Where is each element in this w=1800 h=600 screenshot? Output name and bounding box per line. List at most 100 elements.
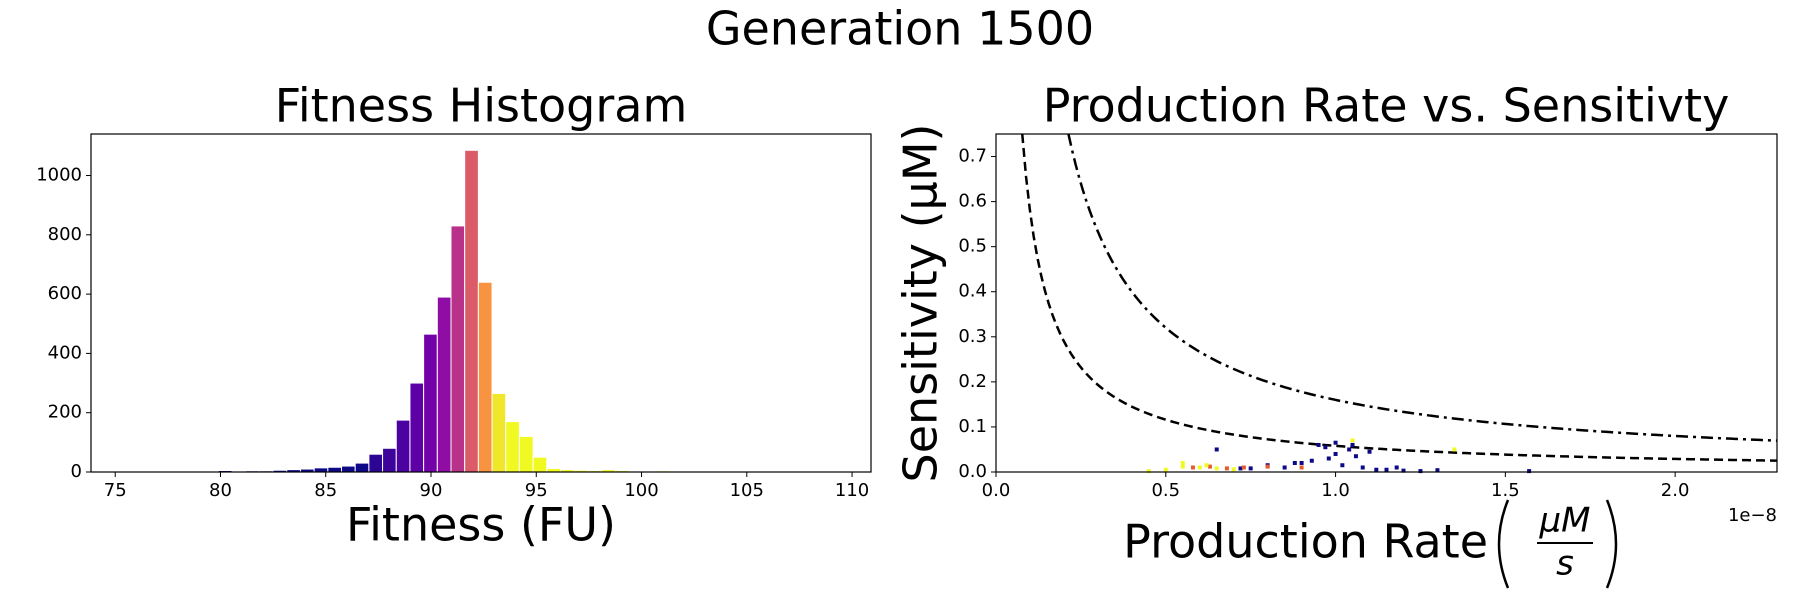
point: [1214, 447, 1219, 452]
point: [1180, 464, 1185, 469]
axes-frame: [995, 133, 1778, 473]
point: [1238, 466, 1243, 471]
point: [1347, 447, 1352, 452]
point: [1401, 468, 1406, 473]
reference-curve: [1067, 134, 1777, 442]
x-tick-label: 90: [420, 480, 443, 501]
bar: [368, 453, 384, 473]
x-axis-label: Fitness (FU): [346, 498, 616, 552]
point: [1146, 469, 1151, 474]
y-tick-label: 0.4: [958, 281, 987, 302]
x-axis-label-denominator: s: [1556, 544, 1574, 584]
x-tick-label: 110: [835, 480, 869, 501]
y-tick-label: 400: [48, 342, 82, 363]
x-tick-label: 80: [209, 480, 232, 501]
point: [1353, 454, 1358, 459]
point: [1231, 467, 1236, 472]
point: [1180, 460, 1185, 465]
point: [1384, 467, 1389, 472]
point: [1241, 465, 1246, 470]
point: [1163, 467, 1168, 472]
bar: [477, 281, 493, 473]
y-axis-label: Sensitivity (μM): [894, 124, 948, 483]
x-tick-label: 0.5: [1151, 480, 1180, 501]
bar: [382, 447, 397, 473]
y-tick-label: 800: [48, 224, 82, 245]
point: [1224, 466, 1229, 471]
x-tick-label: 75: [104, 480, 127, 501]
point: [1333, 440, 1338, 445]
bar: [313, 467, 329, 473]
bar: [532, 456, 548, 473]
point: [1292, 460, 1297, 465]
suptitle: Generation 1500: [706, 2, 1094, 56]
y-tick-label: 0: [71, 461, 82, 482]
x-tick-label: 0.0: [982, 480, 1011, 501]
point: [1435, 468, 1440, 473]
x-tick-label: 100: [624, 480, 658, 501]
point: [1204, 463, 1209, 468]
point: [1299, 465, 1304, 470]
x-tick-label: 105: [730, 480, 764, 501]
reference-curve: [1021, 134, 1777, 462]
y-tick-label: 0.0: [958, 461, 987, 482]
bar: [464, 149, 479, 473]
y-tick-label: 1000: [36, 165, 82, 186]
point: [1323, 445, 1328, 450]
point: [1527, 469, 1532, 474]
y-tick-label: 200: [48, 402, 82, 423]
y-tick-label: 0.2: [958, 371, 987, 392]
chart-title: Production Rate vs. Sensitivty: [1043, 79, 1730, 133]
point: [1340, 463, 1345, 468]
point: [1333, 451, 1338, 456]
x-tick-label: 85: [314, 480, 337, 501]
y-tick-label: 600: [48, 283, 82, 304]
point: [1214, 466, 1219, 471]
x-tick-label: 2.0: [1661, 480, 1690, 501]
point: [1207, 464, 1212, 469]
point: [1367, 449, 1372, 454]
x-tick-label: 95: [525, 480, 548, 501]
axes-frame: [90, 133, 872, 473]
bar: [409, 382, 425, 473]
bar: [491, 392, 507, 473]
point: [1316, 442, 1321, 447]
point: [1248, 466, 1253, 471]
bar: [354, 462, 370, 473]
point: [1350, 442, 1355, 447]
bar: [436, 296, 452, 473]
bar: [505, 421, 520, 473]
point: [1350, 438, 1355, 443]
point: [1309, 458, 1314, 463]
bar: [423, 333, 438, 473]
bar: [395, 419, 411, 473]
point: [1452, 447, 1457, 452]
y-tick-label: 0.1: [958, 416, 987, 437]
bar: [450, 225, 466, 473]
x-tick-label: 1.5: [1491, 480, 1520, 501]
point: [1299, 460, 1304, 465]
bar: [327, 466, 343, 473]
point: [1374, 467, 1379, 472]
x-axis-label-numerator: μM: [1539, 501, 1591, 541]
point: [1265, 464, 1270, 469]
point: [1282, 465, 1287, 470]
paren: [1605, 499, 1618, 589]
point: [1360, 465, 1365, 470]
point: [1418, 469, 1423, 474]
y-tick-label: 0.7: [958, 146, 987, 167]
y-tick-label: 0.6: [958, 191, 987, 212]
point: [1326, 456, 1331, 461]
point: [1197, 465, 1202, 470]
point: [1190, 465, 1195, 470]
y-tick-label: 0.3: [958, 326, 987, 347]
x-axis-label: Production Rate: [1123, 515, 1488, 569]
x-tick-label: 1.0: [1321, 480, 1350, 501]
bar: [518, 435, 534, 473]
x-offset-label: 1e−8: [1728, 505, 1777, 526]
chart-title: Fitness Histogram: [275, 79, 688, 133]
bar: [341, 465, 356, 473]
paren: [1497, 499, 1510, 589]
y-tick-label: 0.5: [958, 236, 987, 257]
